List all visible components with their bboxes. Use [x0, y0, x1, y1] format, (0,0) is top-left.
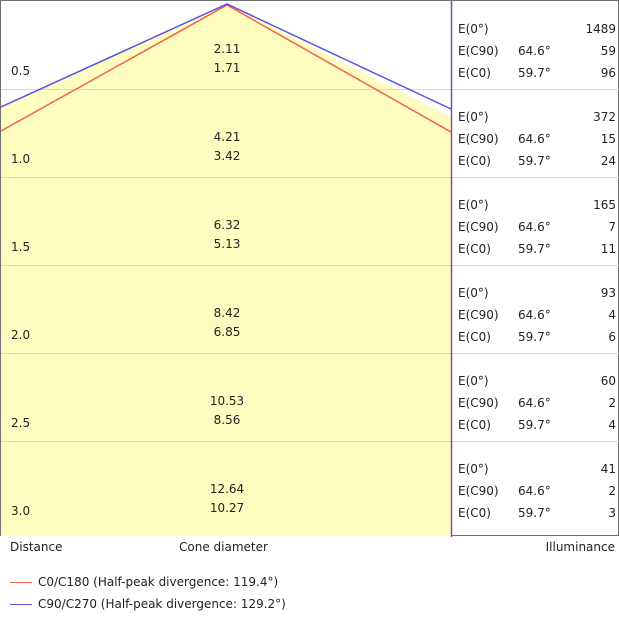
- illuminance-row: E(C90) 64.6° 59: [458, 41, 618, 61]
- cone-graphic: [1, 1, 619, 537]
- illuminance-label: E(C0): [458, 330, 491, 344]
- distance-label: 3.0: [11, 504, 31, 518]
- illuminance-value: 11: [600, 242, 616, 256]
- illuminance-value: 4: [608, 308, 616, 322]
- distance-label: 1.5: [11, 240, 31, 254]
- cone-diameter-c90: 10.53: [209, 394, 245, 408]
- illuminance-label: E(C90): [458, 308, 499, 322]
- distance-label: 0.5: [11, 64, 31, 78]
- cone-diameter-c90: 6.32: [213, 218, 241, 232]
- illuminance-row: E(0°) 1489: [458, 19, 618, 39]
- illuminance-row: E(C90) 64.6° 2: [458, 393, 618, 413]
- cone-diameter-c90: 12.64: [209, 482, 245, 496]
- illuminance-row: E(0°) 60: [458, 371, 618, 391]
- illuminance-row: E(C90) 64.6° 4: [458, 305, 618, 325]
- illuminance-value: 60: [600, 374, 616, 388]
- grid-lines: [1, 89, 619, 442]
- distance-footer-label: Distance: [10, 540, 63, 554]
- illuminance-label: E(C0): [458, 154, 491, 168]
- illuminance-row: E(C90) 64.6° 2: [458, 481, 618, 501]
- illuminance-value: 7: [608, 220, 616, 234]
- illuminance-row: E(0°) 372: [458, 107, 618, 127]
- cone-diameter-c0: 1.71: [213, 61, 241, 75]
- legend-swatch-c90: [10, 604, 32, 605]
- illuminance-value: 165: [593, 198, 616, 212]
- illuminance-label: E(C0): [458, 506, 491, 520]
- cone-fill: [1, 4, 451, 536]
- illuminance-value: 1489: [585, 22, 616, 36]
- illuminance-value: 3: [608, 506, 616, 520]
- illuminance-row: E(C0) 59.7° 96: [458, 63, 618, 83]
- illuminance-row: E(C0) 59.7° 24: [458, 151, 618, 171]
- c0-c180-line: [1, 4, 452, 133]
- cone-diameter-c90: 2.11: [213, 42, 241, 56]
- illuminance-value: 4: [608, 418, 616, 432]
- illuminance-label: E(0°): [458, 374, 489, 388]
- cone-diagram: 0.5 2.11 1.71 E(0°) 1489 E(C90) 64.6° 59 E(C0) 59…: [0, 0, 619, 537]
- illuminance-value: 2: [608, 484, 616, 498]
- illuminance-angle: 64.6°: [518, 132, 551, 146]
- illuminance-value: 96: [600, 66, 616, 80]
- illuminance-label: E(C90): [458, 132, 499, 146]
- illuminance-row: E(C0) 59.7° 6: [458, 327, 618, 347]
- cone-diameter-c0: 10.27: [209, 501, 245, 515]
- illuminance-label: E(C90): [458, 396, 499, 410]
- illuminance-row: E(0°) 165: [458, 195, 618, 215]
- illuminance-label: E(C90): [458, 44, 499, 58]
- illuminance-value: 2: [608, 396, 616, 410]
- legend-item-c0-c180: C0/C180 (Half-peak divergence: 119.4°): [10, 572, 278, 592]
- distance-label: 2.0: [11, 328, 31, 342]
- illuminance-label: E(0°): [458, 110, 489, 124]
- illuminance-label: E(0°): [458, 22, 489, 36]
- legend-label-c0: C0/C180 (Half-peak divergence: 119.4°): [38, 575, 279, 589]
- distance-label: 2.5: [11, 416, 31, 430]
- illuminance-angle: 64.6°: [518, 396, 551, 410]
- c90-c270-line: [1, 3, 452, 110]
- illuminance-angle: 59.7°: [518, 330, 551, 344]
- illuminance-label: E(C90): [458, 484, 499, 498]
- illuminance-value: 372: [593, 110, 616, 124]
- illuminance-row: E(C0) 59.7° 4: [458, 415, 618, 435]
- illuminance-angle: 64.6°: [518, 308, 551, 322]
- illuminance-row: E(C90) 64.6° 7: [458, 217, 618, 237]
- legend-label-c90: C90/C270 (Half-peak divergence: 129.2°): [38, 597, 286, 611]
- illuminance-value: 15: [600, 132, 616, 146]
- legend-swatch-c0: [10, 582, 32, 583]
- cone-diameter-c0: 5.13: [213, 237, 241, 251]
- illuminance-angle: 59.7°: [518, 66, 551, 80]
- illuminance-angle: 59.7°: [518, 154, 551, 168]
- illuminance-label: E(0°): [458, 286, 489, 300]
- illuminance-angle: 64.6°: [518, 220, 551, 234]
- illuminance-footer-label: Illuminance: [545, 540, 615, 554]
- distance-label: 1.0: [11, 152, 31, 166]
- illuminance-angle: 59.7°: [518, 242, 551, 256]
- illuminance-label: E(0°): [458, 462, 489, 476]
- illuminance-label: E(C0): [458, 418, 491, 432]
- illuminance-angle: 64.6°: [518, 44, 551, 58]
- illuminance-label: E(C0): [458, 242, 491, 256]
- illuminance-row: E(0°) 41: [458, 459, 618, 479]
- illuminance-row: E(0°) 93: [458, 283, 618, 303]
- illuminance-row: E(C0) 59.7° 11: [458, 239, 618, 259]
- illuminance-angle: 59.7°: [518, 506, 551, 520]
- illuminance-label: E(0°): [458, 198, 489, 212]
- cone-diameter-footer-label: Cone diameter: [179, 540, 268, 554]
- illuminance-value: 41: [600, 462, 616, 476]
- illuminance-label: E(C90): [458, 220, 499, 234]
- illuminance-value: 59: [600, 44, 616, 58]
- illuminance-value: 6: [608, 330, 616, 344]
- illuminance-row: E(C90) 64.6° 15: [458, 129, 618, 149]
- illuminance-row: E(C0) 59.7° 3: [458, 503, 618, 523]
- cone-diameter-c90: 8.42: [213, 306, 241, 320]
- illuminance-angle: 59.7°: [518, 418, 551, 432]
- illuminance-angle: 64.6°: [518, 484, 551, 498]
- cone-diameter-c90: 4.21: [213, 130, 241, 144]
- cone-diameter-c0: 3.42: [213, 149, 241, 163]
- cone-diameter-c0: 8.56: [213, 413, 241, 427]
- illuminance-value: 24: [600, 154, 616, 168]
- legend-item-c90-c270: C90/C270 (Half-peak divergence: 129.2°): [10, 594, 286, 614]
- cone-diameter-c0: 6.85: [213, 325, 241, 339]
- illuminance-label: E(C0): [458, 66, 491, 80]
- illuminance-value: 93: [600, 286, 616, 300]
